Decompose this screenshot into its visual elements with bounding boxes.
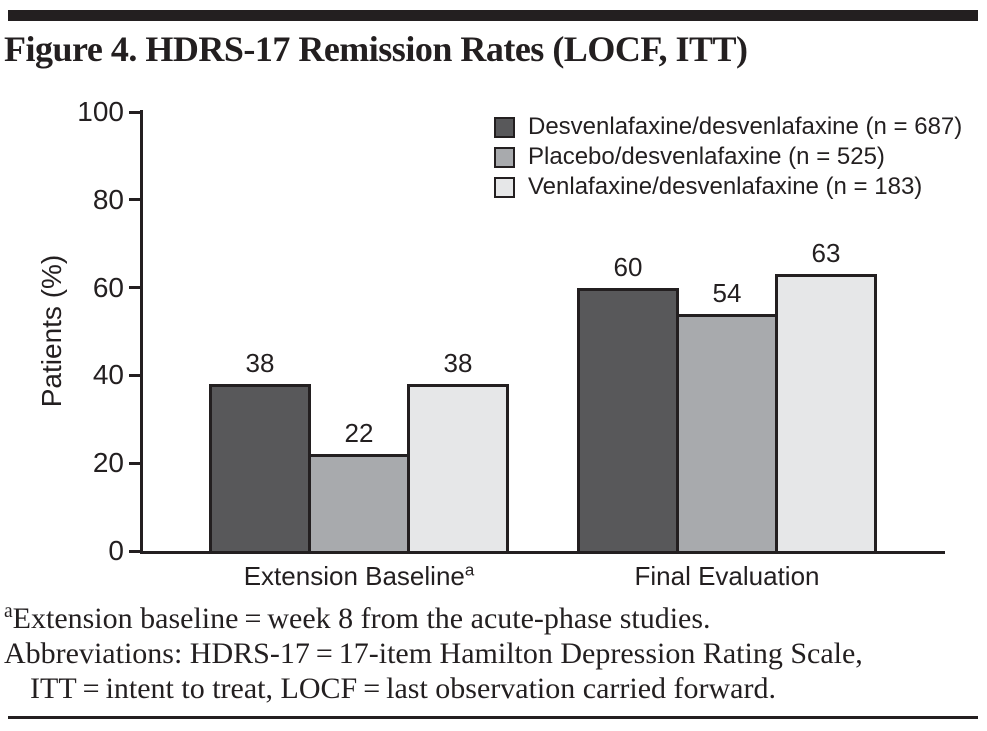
footnotes: aExtension baseline = week 8 from the ac… [4,601,979,706]
y-tick-mark [129,110,141,114]
y-tick-mark [129,198,141,202]
legend-swatch [494,176,515,198]
footnote-extension-baseline: aExtension baseline = week 8 from the ac… [4,601,979,636]
y-axis-line [140,110,143,554]
bottom-rule [8,716,978,719]
bar-value-label: 38 [443,348,473,378]
category-superscript: a [464,560,475,580]
y-tick-label: 40 [92,359,124,391]
figure-title: Figure 4. HDRS-17 Remission Rates (LOCF,… [4,29,748,69]
legend-swatch [494,116,515,138]
bar-value-label: 22 [344,418,374,448]
footnote-abbreviations-line1: Abbreviations: HDRS-17 = 17-item Hamilto… [4,637,863,670]
bar-series-1-group-2 [577,288,679,551]
y-tick-label: 0 [108,535,124,566]
category-label: Final Evaluation [634,561,820,591]
bar-value-label: 54 [712,278,742,308]
bar-series-1-group-1 [209,384,311,551]
legend: Desvenlafaxine/desvenlafaxine (n = 687) P… [494,112,962,202]
footnote-line1-text: Extension baseline = week 8 from the acu… [12,602,711,635]
bar-series-2-group-2 [676,314,778,551]
y-tick-label: 60 [92,271,124,303]
legend-row: Desvenlafaxine/desvenlafaxine (n = 687) [494,112,962,142]
footnote-abbreviations-line2: ITT = intent to treat, LOCF = last obser… [30,672,776,705]
y-tick-mark [129,461,141,465]
top-rule [8,10,978,21]
bar-value-label: 63 [811,238,841,268]
x-axis-line [140,551,945,554]
legend-label: Placebo/desvenlafaxine (n = 525) [528,143,885,170]
y-tick-label: 80 [92,183,124,215]
y-tick-mark [129,373,141,377]
footnote-superscript-a: a [4,601,13,622]
bar-value-label: 38 [245,348,275,378]
bar-series-3-group-2 [775,274,877,551]
bar-value-label: 60 [613,252,643,282]
legend-label: Venlafaxine/desvenlafaxine (n = 183) [528,173,923,200]
bar-series-3-group-1 [407,384,509,551]
y-tick-label: 20 [92,447,124,479]
bar-series-2-group-1 [308,454,410,551]
legend-row: Placebo/desvenlafaxine (n = 525) [494,142,962,172]
y-tick-mark [129,549,141,553]
legend-label: Desvenlafaxine/desvenlafaxine (n = 687) [528,113,963,140]
y-tick-mark [129,286,141,290]
legend-row: Venlafaxine/desvenlafaxine (n = 183) [494,172,962,202]
category-label: Extension Baselinea [243,560,475,591]
y-tick-label: 100 [77,96,124,127]
legend-swatch [494,146,515,168]
